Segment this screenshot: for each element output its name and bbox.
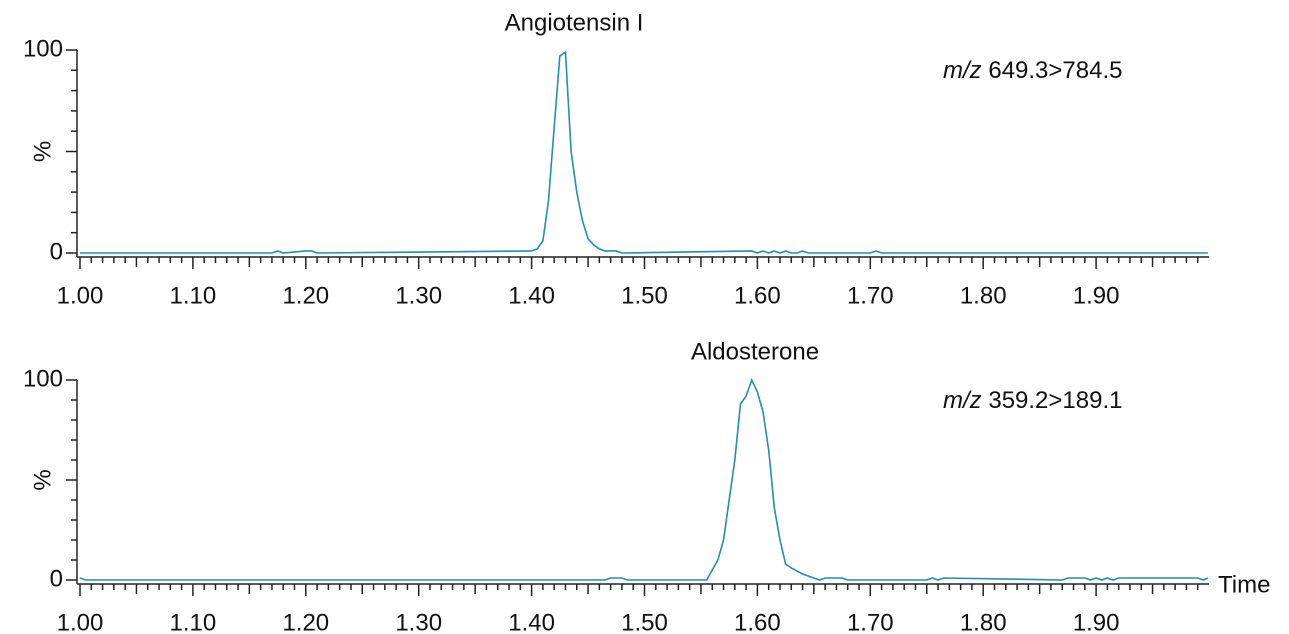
annotation: m/z 649.3>784.5 <box>943 57 1122 84</box>
y-tick-label: 0 <box>50 565 63 592</box>
y-tick-label: 100 <box>23 365 63 392</box>
x-tick-label: 1.20 <box>282 609 329 634</box>
x-tick-label: 1.50 <box>621 609 668 634</box>
x-tick-label: 1.80 <box>960 609 1007 634</box>
x-tick-label: 1.20 <box>282 282 329 309</box>
x-axis-label: Time <box>1218 571 1270 598</box>
chart-title: Angiotensin I <box>505 9 644 36</box>
annotation-transition: 359.2>189.1 <box>988 387 1122 414</box>
annotation-transition: 649.3>784.5 <box>988 57 1122 84</box>
annotation-prefix: m/z <box>943 387 982 414</box>
x-tick-label: 1.80 <box>960 282 1007 309</box>
x-tick-label: 1.60 <box>734 282 781 309</box>
x-tick-label: 1.40 <box>508 282 555 309</box>
x-tick-label: 1.70 <box>847 282 894 309</box>
x-tick-label: 1.00 <box>57 609 104 634</box>
x-tick-label: 1.30 <box>395 282 442 309</box>
y-axis-label: % <box>29 469 56 490</box>
y-tick-label: 100 <box>23 35 63 62</box>
y-axis-label: % <box>29 141 56 162</box>
annotation: m/z 359.2>189.1 <box>943 387 1122 414</box>
x-tick-label: 1.00 <box>57 282 104 309</box>
chart-title: Aldosterone <box>691 338 819 365</box>
x-tick-label: 1.90 <box>1073 609 1120 634</box>
annotation-prefix: m/z <box>943 57 982 84</box>
x-tick-label: 1.30 <box>395 609 442 634</box>
x-tick-label: 1.40 <box>508 609 555 634</box>
x-tick-label: 1.50 <box>621 282 668 309</box>
x-tick-label: 1.60 <box>734 609 781 634</box>
y-tick-label: 0 <box>50 238 63 265</box>
x-tick-label: 1.10 <box>170 609 217 634</box>
trace <box>80 50 1208 254</box>
x-tick-label: 1.70 <box>847 609 894 634</box>
x-tick-label: 1.10 <box>170 282 217 309</box>
trace <box>79 377 1209 581</box>
x-tick-label: 1.90 <box>1073 282 1120 309</box>
